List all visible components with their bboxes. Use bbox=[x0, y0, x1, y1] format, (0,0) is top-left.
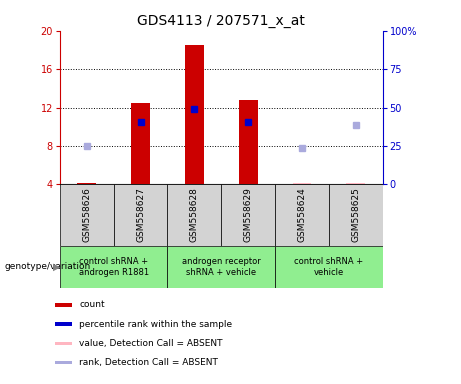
Bar bbox=[55, 342, 72, 345]
Bar bbox=[55, 303, 72, 306]
Text: GSM558626: GSM558626 bbox=[83, 188, 91, 242]
Bar bbox=[55, 322, 72, 326]
Text: percentile rank within the sample: percentile rank within the sample bbox=[79, 319, 232, 329]
Bar bbox=[239, 100, 258, 184]
Bar bbox=[60, 184, 114, 246]
Bar bbox=[167, 184, 221, 246]
Text: control shRNA +
vehicle: control shRNA + vehicle bbox=[294, 257, 363, 276]
Text: GSM558629: GSM558629 bbox=[244, 188, 253, 242]
Text: value, Detection Call = ABSENT: value, Detection Call = ABSENT bbox=[79, 339, 223, 348]
Bar bbox=[114, 184, 167, 246]
Text: rank, Detection Call = ABSENT: rank, Detection Call = ABSENT bbox=[79, 358, 218, 367]
Bar bbox=[55, 361, 72, 364]
Bar bbox=[275, 184, 329, 246]
Text: genotype/variation: genotype/variation bbox=[5, 262, 91, 271]
Text: GSM558624: GSM558624 bbox=[297, 188, 307, 242]
Text: GSM558628: GSM558628 bbox=[190, 188, 199, 242]
Text: GSM558627: GSM558627 bbox=[136, 188, 145, 242]
Bar bbox=[221, 184, 275, 246]
Title: GDS4113 / 207571_x_at: GDS4113 / 207571_x_at bbox=[137, 14, 305, 28]
Bar bbox=[275, 246, 383, 288]
Text: androgen receptor
shRNA + vehicle: androgen receptor shRNA + vehicle bbox=[182, 257, 260, 276]
Bar bbox=[329, 184, 383, 246]
Bar bbox=[185, 45, 204, 184]
Bar bbox=[167, 246, 275, 288]
Text: ▶: ▶ bbox=[53, 262, 60, 272]
Bar bbox=[60, 246, 167, 288]
Text: count: count bbox=[79, 300, 105, 310]
Text: GSM558625: GSM558625 bbox=[351, 188, 360, 242]
Text: control shRNA +
androgen R1881: control shRNA + androgen R1881 bbox=[79, 257, 149, 276]
Bar bbox=[131, 103, 150, 184]
